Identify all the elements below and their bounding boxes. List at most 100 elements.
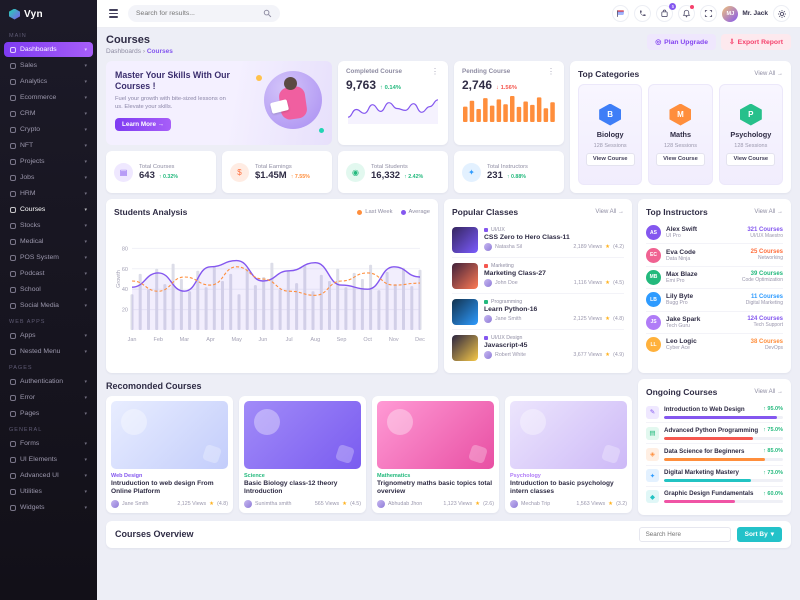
sidebar-item[interactable]: Crypto ▾ <box>4 122 93 137</box>
notification-bell-icon[interactable] <box>678 5 696 22</box>
view-course-button[interactable]: View Course <box>656 152 705 166</box>
sidebar-item[interactable]: POS System ▾ <box>4 250 93 265</box>
instructor-avatar <box>484 314 492 323</box>
chevron-down-icon: ▾ <box>84 378 87 385</box>
sidebar-item[interactable]: Utilities ▾ <box>4 484 93 499</box>
up-arrow-icon: ↑ <box>763 427 766 434</box>
sidebar-item[interactable]: Analytics ▾ <box>4 74 93 89</box>
progress-track <box>664 500 783 504</box>
menu-icon[interactable] <box>107 7 120 19</box>
arrow-right-icon: → <box>777 209 783 215</box>
popular-class-row[interactable]: UI/UX CSS Zero to Hero Class-11 Natasha … <box>452 222 624 258</box>
sidebar-item[interactable]: School ▾ <box>4 282 93 297</box>
sidebar-item[interactable]: NFT ▾ <box>4 138 93 153</box>
sidebar-item[interactable]: HRM ▾ <box>4 186 93 201</box>
sidebar-item[interactable]: Forms ▾ <box>4 436 93 451</box>
instructor-row[interactable]: AS Alex Swift UI Pro 321 Courses UI/UX M… <box>646 222 783 245</box>
course-card[interactable]: Psychology Intruduction to basic psychol… <box>505 396 632 514</box>
sidebar-item[interactable]: Widgets ▾ <box>4 500 93 515</box>
sidebar-item[interactable]: Authentication ▾ <box>4 374 93 389</box>
course-image <box>377 401 494 469</box>
completed-course-label: Completed Course <box>346 68 402 75</box>
instructor-row[interactable]: LB Lily Byte Bugg Pro 11 Courses Digital… <box>646 289 783 312</box>
sort-by-button[interactable]: Sort By ▾ <box>736 526 782 542</box>
export-report-button[interactable]: ⇩ Export Report <box>720 34 791 50</box>
popular-class-row[interactable]: Programming Learn Python-16 Jane Smith 2… <box>452 294 624 330</box>
instructor-row[interactable]: LL Leo Logic Cyber Ace 38 Courses DevOps <box>646 334 783 355</box>
course-views: 2,125 Views <box>177 501 207 508</box>
sidebar-item[interactable]: Jobs ▾ <box>4 170 93 185</box>
instructor-row[interactable]: MB Max Blaze Emi Pro 39 Courses Code Opt… <box>646 267 783 290</box>
course-category: Psychology <box>510 473 541 479</box>
stat-icon: ▤ <box>114 162 133 182</box>
settings-gear-icon[interactable] <box>773 5 790 22</box>
overview-search-input[interactable] <box>638 526 731 542</box>
view-course-button[interactable]: View Course <box>585 152 635 166</box>
course-card[interactable]: Science Basic Biology class-12 theory In… <box>239 396 366 514</box>
instructor-avatar: LL <box>646 337 661 353</box>
category-tiles: B Biology 128 Sessions View Course M Mat… <box>578 84 783 185</box>
ongoing-item[interactable]: ▤ Advanced Python Programming ↑ 75.0% <box>646 423 783 445</box>
ongoing-course-name: Graphic Design Fundamentals <box>664 490 754 498</box>
popular-class-row[interactable]: UI/UX Design Javascript-45 Robert White … <box>452 330 624 365</box>
sidebar-item[interactable]: Projects ▾ <box>4 154 93 169</box>
sidebar-item[interactable]: Podcast ▾ <box>4 266 93 281</box>
nav-item-label: Stocks <box>20 222 41 229</box>
sidebar-item[interactable]: Medical ▾ <box>4 234 93 249</box>
sidebar-item[interactable]: Courses ▾ <box>4 202 93 217</box>
instructor-courses: 39 Courses <box>750 271 783 278</box>
hero-illustration <box>250 65 330 141</box>
ongoing-item[interactable]: ✦ Digital Marketing Mastery ↑ 73.0% <box>646 466 783 487</box>
ongoing-view-all[interactable]: View All → <box>754 389 783 395</box>
sidebar-item[interactable]: Ecommerce ▾ <box>4 90 93 105</box>
stat-icon: ◉ <box>346 162 365 182</box>
sidebar-item[interactable]: Error ▾ <box>4 390 93 405</box>
sidebar-item[interactable]: Sales ▾ <box>4 58 93 73</box>
popular-classes-view-all[interactable]: View All → <box>595 209 624 215</box>
nav-section-main: MAIN <box>9 33 27 39</box>
sidebar-item[interactable]: Nested Menu ▾ <box>4 344 93 359</box>
sidebar-item[interactable]: UI Elements ▾ <box>4 452 93 467</box>
nav-section-general: GENERAL <box>9 427 43 433</box>
search-input[interactable] <box>136 10 258 17</box>
nav-item-icon <box>10 62 16 69</box>
app-logo[interactable]: Vyn <box>0 0 97 28</box>
course-card[interactable]: Mathematics Trignometry maths basic topi… <box>372 396 499 514</box>
language-flag-icon[interactable] <box>612 5 630 22</box>
plan-upgrade-button[interactable]: ◎ Plan Upgrade <box>647 34 716 50</box>
nav-item-label: School <box>20 286 41 293</box>
instructor-row[interactable]: JS Jake Spark Tech Guru 124 Courses Tech… <box>646 312 783 334</box>
class-title: CSS Zero to Hero Class-11 <box>484 233 570 241</box>
sidebar-item[interactable]: Dashboards ▾ <box>4 42 93 57</box>
view-course-button[interactable]: View Course <box>726 152 776 166</box>
breadcrumb-dashboards[interactable]: Dashboards <box>106 48 142 55</box>
stat-delta: ↑ 0.32% <box>158 173 179 180</box>
sidebar-item[interactable]: Stocks ▾ <box>4 218 93 233</box>
nav-item-label: Projects <box>20 158 45 165</box>
legend-item: Average <box>400 209 430 215</box>
ongoing-item[interactable]: ◈ Data Science for Beginners ↑ 85.0% <box>646 444 783 466</box>
call-icon[interactable] <box>634 5 652 22</box>
course-card[interactable]: Web Design Intruduction to web design Fr… <box>106 396 233 514</box>
fullscreen-icon[interactable] <box>700 5 718 22</box>
sidebar-item[interactable]: Pages ▾ <box>4 406 93 421</box>
sidebar-item[interactable]: Advanced UI ▾ <box>4 468 93 483</box>
nav-item-icon <box>10 46 16 53</box>
top-instructors-view-all[interactable]: View All → <box>754 209 783 215</box>
instructor-row[interactable]: EC Eva Code Data Ninja 25 Courses Networ… <box>646 244 783 267</box>
class-rating: (4.5) <box>613 279 624 286</box>
more-options-icon[interactable]: ⋮ <box>547 67 555 76</box>
learn-more-button[interactable]: Learn More → <box>115 117 171 131</box>
cart-icon[interactable]: 5 <box>656 3 677 22</box>
page-actions: ◎ Plan Upgrade ⇩ Export Report <box>647 34 791 50</box>
user-menu[interactable]: MJ Mr. Jack <box>722 5 768 22</box>
ongoing-item[interactable]: ◆ Graphic Design Fundamentals ↑ 60.0% <box>646 487 783 507</box>
ongoing-item[interactable]: ✎ Introduction to Web Design ↑ 95.0% <box>646 402 783 424</box>
hero-subtitle: Fuel your growth with bite-sized lessons… <box>115 95 226 110</box>
more-options-icon[interactable]: ⋮ <box>431 67 439 76</box>
popular-class-row[interactable]: Marketing Marketing Class-27 John Doe 1,… <box>452 258 624 294</box>
top-categories-view-all[interactable]: View All → <box>754 71 783 77</box>
sidebar-item[interactable]: CRM ▾ <box>4 106 93 121</box>
sidebar-item[interactable]: Social Media ▾ <box>4 298 93 313</box>
sidebar-item[interactable]: Apps ▾ <box>4 328 93 343</box>
